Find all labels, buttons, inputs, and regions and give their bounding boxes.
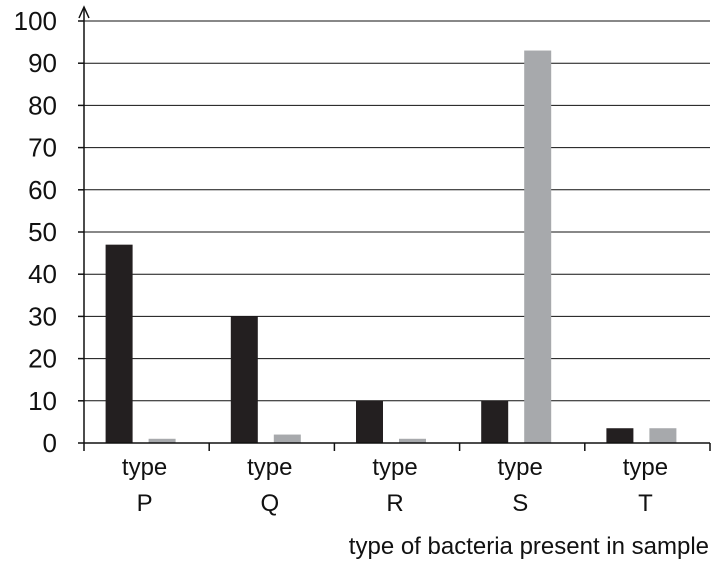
y-tick-label: 10	[28, 386, 57, 416]
gridlines	[84, 20, 710, 402]
y-tick-label: 20	[28, 344, 57, 374]
x-category-label-line1: type	[247, 454, 292, 481]
x-category-label-line2: P	[137, 490, 153, 517]
y-tick-label: 50	[28, 217, 57, 247]
y-tick-label: 30	[28, 301, 57, 331]
bar-series-1-3	[481, 400, 509, 443]
axes	[78, 5, 710, 444]
y-tick-label: 90	[28, 48, 57, 78]
x-category-label-line2: T	[638, 490, 653, 517]
y-axis-arrow-icon	[78, 5, 90, 19]
y-tick-label: 70	[28, 133, 57, 163]
x-category-label-line1: type	[623, 454, 668, 481]
bars	[105, 50, 677, 443]
y-axis-ticks: 0 10 20 30 40 50 60 70 80 90 100	[14, 6, 84, 458]
x-category-label-line1: type	[498, 454, 543, 481]
bar-series-2-1	[273, 434, 301, 443]
y-tick-label: 0	[43, 428, 57, 458]
bar-series-2-0	[148, 438, 176, 443]
y-tick-label: 80	[28, 90, 57, 120]
bar-series-2-4	[649, 428, 677, 443]
y-tick-label: 100	[14, 6, 57, 36]
bar-series-1-0	[105, 244, 133, 443]
bar-series-2-3	[524, 50, 552, 443]
x-category-label-line2: R	[386, 490, 403, 517]
x-category-label-line2: S	[512, 490, 528, 517]
y-tick-label: 60	[28, 175, 57, 205]
bar-series-1-1	[230, 316, 258, 443]
x-category-label-line2: Q	[260, 490, 279, 517]
x-category-label-line1: type	[122, 454, 167, 481]
x-axis-label: type of bacteria present in sample	[349, 533, 709, 560]
x-category-label-line1: type	[372, 454, 417, 481]
bar-series-2-2	[399, 438, 426, 443]
y-tick-label: 40	[28, 259, 57, 289]
bar-series-1-2	[356, 400, 383, 443]
bar-series-1-4	[606, 428, 634, 443]
